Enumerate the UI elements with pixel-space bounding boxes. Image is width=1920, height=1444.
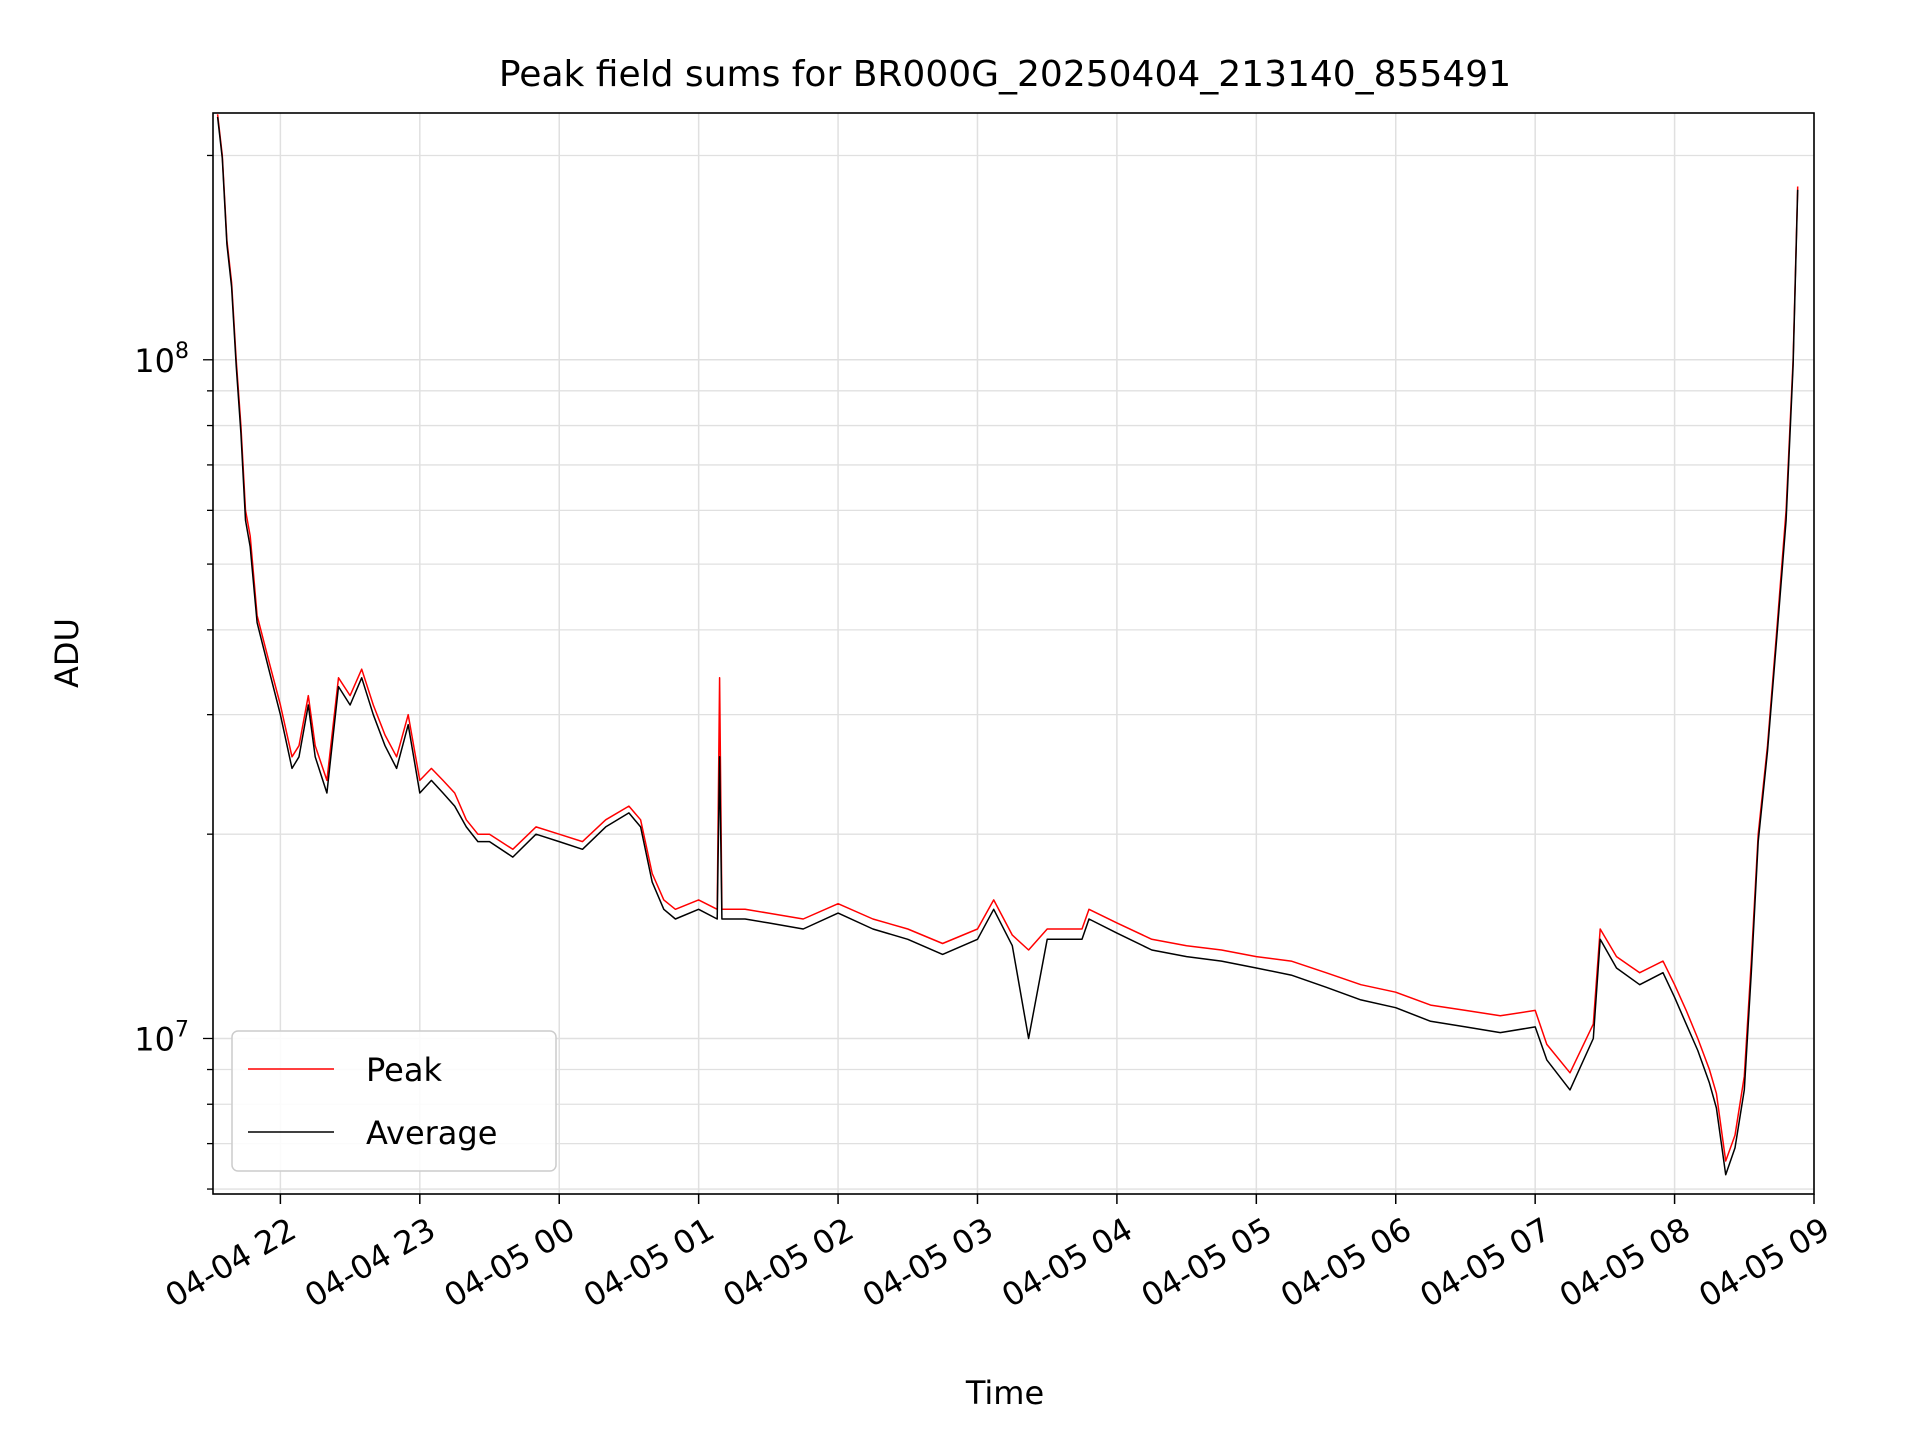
legend-label-average: Average	[366, 1114, 497, 1152]
series-line-average	[216, 116, 1799, 1176]
legend: Peak Average	[231, 1030, 557, 1172]
plot-frame	[212, 112, 1815, 1195]
series-lines	[216, 114, 1799, 1176]
legend-box	[231, 1030, 557, 1172]
chart-title: Peak field sums for BR000G_20250404_2131…	[499, 54, 1511, 95]
y-tick-label: 107	[134, 1017, 189, 1058]
y-tick-label: 108	[134, 339, 189, 380]
legend-label-peak: Peak	[366, 1051, 442, 1089]
series-line-peak	[216, 114, 1799, 1162]
y-axis-label: ADU	[48, 618, 86, 688]
grid-lines	[213, 113, 1815, 1194]
x-axis-label: Time	[965, 1374, 1044, 1412]
